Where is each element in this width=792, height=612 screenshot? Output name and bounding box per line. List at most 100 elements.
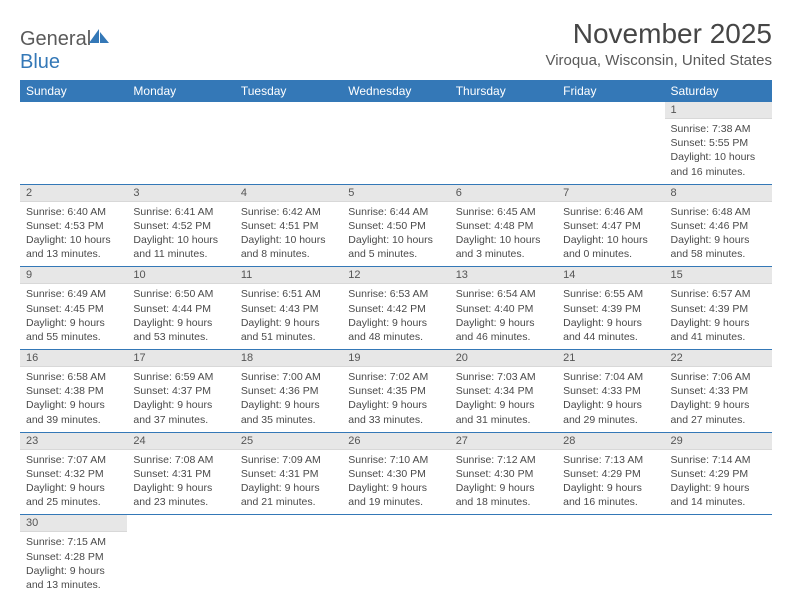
day-number: 27 [450, 433, 557, 450]
page-title: November 2025 [545, 18, 772, 50]
calendar-day-cell: 16Sunrise: 6:58 AMSunset: 4:38 PMDayligh… [20, 350, 127, 433]
calendar-week-row: 2Sunrise: 6:40 AMSunset: 4:53 PMDaylight… [20, 184, 772, 267]
day-number: 19 [342, 350, 449, 367]
day-number: 15 [665, 267, 772, 284]
calendar-day-cell: 9Sunrise: 6:49 AMSunset: 4:45 PMDaylight… [20, 267, 127, 350]
calendar-day-cell: 3Sunrise: 6:41 AMSunset: 4:52 PMDaylight… [127, 184, 234, 267]
calendar-week-row: 23Sunrise: 7:07 AMSunset: 4:32 PMDayligh… [20, 432, 772, 515]
calendar-day-cell: 11Sunrise: 6:51 AMSunset: 4:43 PMDayligh… [235, 267, 342, 350]
calendar-day-cell: 21Sunrise: 7:04 AMSunset: 4:33 PMDayligh… [557, 350, 664, 433]
title-block: November 2025 Viroqua, Wisconsin, United… [545, 18, 772, 69]
calendar-day-cell: 2Sunrise: 6:40 AMSunset: 4:53 PMDaylight… [20, 184, 127, 267]
day-number: 1 [665, 102, 772, 119]
calendar-day-cell: 29Sunrise: 7:14 AMSunset: 4:29 PMDayligh… [665, 432, 772, 515]
calendar-day-cell: 22Sunrise: 7:06 AMSunset: 4:33 PMDayligh… [665, 350, 772, 433]
day-info: Sunrise: 7:06 AMSunset: 4:33 PMDaylight:… [665, 367, 772, 432]
day-info: Sunrise: 6:40 AMSunset: 4:53 PMDaylight:… [20, 202, 127, 267]
day-info: Sunrise: 7:14 AMSunset: 4:29 PMDaylight:… [665, 450, 772, 515]
calendar-day-cell: 5Sunrise: 6:44 AMSunset: 4:50 PMDaylight… [342, 184, 449, 267]
calendar-day-cell: 7Sunrise: 6:46 AMSunset: 4:47 PMDaylight… [557, 184, 664, 267]
day-number: 14 [557, 267, 664, 284]
weekday-header: Tuesday [235, 80, 342, 102]
day-number: 17 [127, 350, 234, 367]
calendar-empty-cell [557, 102, 664, 184]
calendar-day-cell: 27Sunrise: 7:12 AMSunset: 4:30 PMDayligh… [450, 432, 557, 515]
calendar-day-cell: 12Sunrise: 6:53 AMSunset: 4:42 PMDayligh… [342, 267, 449, 350]
day-number: 4 [235, 185, 342, 202]
day-number: 5 [342, 185, 449, 202]
calendar-empty-cell [450, 515, 557, 597]
calendar-empty-cell [342, 515, 449, 597]
day-number: 11 [235, 267, 342, 284]
weekday-header: Friday [557, 80, 664, 102]
day-number: 13 [450, 267, 557, 284]
calendar-day-cell: 10Sunrise: 6:50 AMSunset: 4:44 PMDayligh… [127, 267, 234, 350]
weekday-header: Thursday [450, 80, 557, 102]
calendar-day-cell: 25Sunrise: 7:09 AMSunset: 4:31 PMDayligh… [235, 432, 342, 515]
calendar-week-row: 30Sunrise: 7:15 AMSunset: 4:28 PMDayligh… [20, 515, 772, 597]
calendar-header: SundayMondayTuesdayWednesdayThursdayFrid… [20, 80, 772, 102]
day-info: Sunrise: 6:54 AMSunset: 4:40 PMDaylight:… [450, 284, 557, 349]
day-info: Sunrise: 6:42 AMSunset: 4:51 PMDaylight:… [235, 202, 342, 267]
day-info: Sunrise: 6:41 AMSunset: 4:52 PMDaylight:… [127, 202, 234, 267]
day-info: Sunrise: 7:10 AMSunset: 4:30 PMDaylight:… [342, 450, 449, 515]
day-number: 28 [557, 433, 664, 450]
day-number: 3 [127, 185, 234, 202]
calendar-day-cell: 18Sunrise: 7:00 AMSunset: 4:36 PMDayligh… [235, 350, 342, 433]
location-subtitle: Viroqua, Wisconsin, United States [545, 52, 772, 69]
day-info: Sunrise: 6:58 AMSunset: 4:38 PMDaylight:… [20, 367, 127, 432]
day-info: Sunrise: 6:50 AMSunset: 4:44 PMDaylight:… [127, 284, 234, 349]
day-info: Sunrise: 6:59 AMSunset: 4:37 PMDaylight:… [127, 367, 234, 432]
calendar-day-cell: 23Sunrise: 7:07 AMSunset: 4:32 PMDayligh… [20, 432, 127, 515]
day-info: Sunrise: 7:12 AMSunset: 4:30 PMDaylight:… [450, 450, 557, 515]
day-info: Sunrise: 7:38 AMSunset: 5:55 PMDaylight:… [665, 119, 772, 184]
day-number: 25 [235, 433, 342, 450]
calendar-day-cell: 14Sunrise: 6:55 AMSunset: 4:39 PMDayligh… [557, 267, 664, 350]
day-number: 22 [665, 350, 772, 367]
logo-part2: Blue [20, 51, 60, 73]
calendar-empty-cell [127, 102, 234, 184]
calendar-empty-cell [20, 102, 127, 184]
calendar-day-cell: 24Sunrise: 7:08 AMSunset: 4:31 PMDayligh… [127, 432, 234, 515]
calendar-empty-cell [235, 515, 342, 597]
weekday-header: Sunday [20, 80, 127, 102]
calendar-day-cell: 19Sunrise: 7:02 AMSunset: 4:35 PMDayligh… [342, 350, 449, 433]
day-info: Sunrise: 6:51 AMSunset: 4:43 PMDaylight:… [235, 284, 342, 349]
day-number: 30 [20, 515, 127, 532]
day-number: 26 [342, 433, 449, 450]
day-number: 16 [20, 350, 127, 367]
day-info: Sunrise: 6:49 AMSunset: 4:45 PMDaylight:… [20, 284, 127, 349]
day-info: Sunrise: 6:48 AMSunset: 4:46 PMDaylight:… [665, 202, 772, 267]
day-info: Sunrise: 7:08 AMSunset: 4:31 PMDaylight:… [127, 450, 234, 515]
day-info: Sunrise: 7:02 AMSunset: 4:35 PMDaylight:… [342, 367, 449, 432]
calendar-day-cell: 6Sunrise: 6:45 AMSunset: 4:48 PMDaylight… [450, 184, 557, 267]
day-number: 2 [20, 185, 127, 202]
weekday-header: Saturday [665, 80, 772, 102]
day-info: Sunrise: 6:44 AMSunset: 4:50 PMDaylight:… [342, 202, 449, 267]
day-info: Sunrise: 7:03 AMSunset: 4:34 PMDaylight:… [450, 367, 557, 432]
day-number: 29 [665, 433, 772, 450]
calendar-day-cell: 8Sunrise: 6:48 AMSunset: 4:46 PMDaylight… [665, 184, 772, 267]
calendar-empty-cell [342, 102, 449, 184]
calendar-day-cell: 15Sunrise: 6:57 AMSunset: 4:39 PMDayligh… [665, 267, 772, 350]
calendar-week-row: 16Sunrise: 6:58 AMSunset: 4:38 PMDayligh… [20, 350, 772, 433]
logo-sail-icon [89, 28, 111, 51]
logo-text: GeneralBlue [20, 28, 111, 74]
day-number: 12 [342, 267, 449, 284]
day-info: Sunrise: 7:09 AMSunset: 4:31 PMDaylight:… [235, 450, 342, 515]
day-number: 6 [450, 185, 557, 202]
day-number: 8 [665, 185, 772, 202]
calendar-day-cell: 30Sunrise: 7:15 AMSunset: 4:28 PMDayligh… [20, 515, 127, 597]
day-info: Sunrise: 6:45 AMSunset: 4:48 PMDaylight:… [450, 202, 557, 267]
day-number: 10 [127, 267, 234, 284]
day-number: 21 [557, 350, 664, 367]
weekday-header: Monday [127, 80, 234, 102]
logo: GeneralBlue [20, 28, 111, 74]
day-info: Sunrise: 7:04 AMSunset: 4:33 PMDaylight:… [557, 367, 664, 432]
calendar-day-cell: 4Sunrise: 6:42 AMSunset: 4:51 PMDaylight… [235, 184, 342, 267]
calendar-empty-cell [557, 515, 664, 597]
calendar-body: 1Sunrise: 7:38 AMSunset: 5:55 PMDaylight… [20, 102, 772, 597]
day-number: 9 [20, 267, 127, 284]
calendar-day-cell: 26Sunrise: 7:10 AMSunset: 4:30 PMDayligh… [342, 432, 449, 515]
day-info: Sunrise: 6:53 AMSunset: 4:42 PMDaylight:… [342, 284, 449, 349]
